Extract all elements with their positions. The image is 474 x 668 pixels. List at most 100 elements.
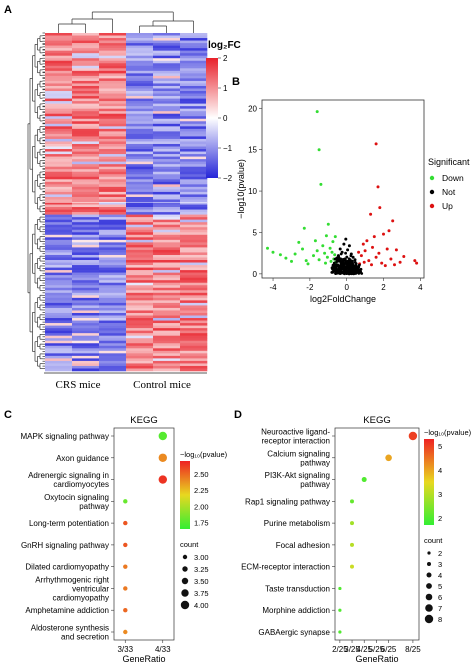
heatmap-cell (45, 320, 73, 324)
panel-c: C KEGG MAPK signaling pathway Axon guidan… (4, 409, 228, 664)
heatmap-cell (153, 70, 181, 74)
heatmap-cell (45, 101, 73, 104)
x-tick-label: 2/25 (332, 645, 348, 654)
heatmap-cell (180, 136, 208, 140)
heatmap-cell (99, 154, 127, 157)
heatmap-cell (72, 55, 100, 59)
size-legend-label: 4 (438, 571, 442, 580)
heatmap-cell (72, 333, 100, 336)
pathway-dot (338, 608, 342, 612)
heatmap-cell (45, 40, 73, 44)
heatmap-cell (153, 161, 181, 165)
heatmap-cell (45, 232, 73, 236)
heatmap-cell (72, 131, 100, 135)
heatmap-cell (45, 237, 73, 241)
heatmap-cell (153, 244, 181, 248)
heatmap-cell (45, 96, 73, 99)
heatmap-cell (72, 75, 100, 79)
heatmap-cell (126, 254, 154, 258)
heatmap-cell (180, 58, 208, 62)
heatmap-cell (72, 247, 100, 251)
heatmap-cell (153, 277, 181, 281)
heatmap-cell (72, 35, 100, 39)
heatmap-cell (45, 267, 73, 271)
heatmap-cell (126, 285, 154, 289)
heatmap-cell (126, 217, 154, 220)
heatmap-cell (153, 33, 181, 36)
volcano-point-not (345, 255, 349, 259)
heatmap-cell (72, 65, 100, 69)
volcano-point-not (339, 272, 342, 275)
heatmap-cell (153, 275, 181, 278)
heatmap-cell (180, 307, 208, 311)
pathway-dot (158, 431, 167, 441)
heatmap-cell (126, 265, 154, 268)
heatmap-cell (180, 219, 208, 223)
heatmap-cell (45, 60, 73, 64)
volcano-point-down (313, 239, 317, 243)
heatmap-cell (180, 113, 208, 117)
heatmap-cell (180, 149, 208, 152)
heatmap-cell (99, 353, 127, 357)
heatmap-cell (45, 287, 73, 291)
heatmap-cell (126, 161, 154, 165)
heatmap-cell (72, 338, 100, 342)
heatmap-cell (72, 121, 100, 125)
heatmap-cell (99, 302, 127, 306)
heatmap-cell (72, 277, 100, 281)
heatmap-cell (72, 169, 100, 173)
heatmap-cell (180, 141, 208, 145)
heatmap-cell (99, 80, 127, 84)
heatmap-cell (99, 204, 127, 208)
heatmap-cell (45, 35, 73, 39)
heatmap-cell (72, 217, 100, 220)
volcano-point-not (348, 272, 352, 275)
pathway-label: Oxytocin signaling pathway (44, 493, 109, 511)
heatmap-cell (180, 121, 208, 125)
pathway-dot (123, 586, 128, 591)
heatmap-cell (180, 232, 208, 236)
heatmap-cell (99, 262, 127, 266)
heatmap-cell (72, 265, 100, 268)
heatmap-cell (72, 292, 100, 296)
color-legend-tick: 4 (438, 466, 442, 475)
heatmap-cell (126, 101, 154, 104)
x-tick-label: 0 (344, 283, 349, 292)
pathway-dot (350, 521, 354, 526)
pathway-label: Adrenergic signaling in cardiomyocytes (28, 471, 109, 489)
heatmap-cell (180, 318, 208, 321)
heatmap-cell (72, 45, 100, 49)
heatmap-cell (180, 33, 208, 36)
heatmap-cell (72, 151, 100, 155)
heatmap-cell (72, 146, 100, 150)
heatmap-cell (180, 96, 208, 99)
pathway-label: Rap1 signaling pathway (245, 497, 330, 506)
volcano-point-down (330, 250, 334, 254)
heatmap-cell (72, 143, 100, 147)
size-legend-label: 8 (438, 615, 442, 624)
heatmap-cell (99, 55, 127, 59)
heatmap-cell (126, 156, 154, 160)
pathway-label: PI3K-Akt signaling pathway (265, 471, 330, 489)
heatmap-cell (180, 88, 208, 92)
heatmap-cell (126, 365, 154, 369)
heatmap-cell (99, 196, 127, 200)
heatmap-cell (72, 156, 100, 160)
volcano-point-up (415, 261, 419, 265)
heatmap-cell (126, 75, 154, 79)
heatmap-cell (72, 91, 100, 94)
heatmap-cell (126, 229, 154, 233)
heatmap-cell (99, 108, 127, 112)
heatmap-cell (45, 75, 73, 79)
heatmap-cell (180, 292, 208, 296)
heatmap-cell (72, 138, 100, 142)
heatmap-cell (153, 365, 181, 369)
heatmap-cell (180, 280, 208, 284)
volcano-point-not (354, 262, 358, 266)
heatmap-cell (45, 43, 73, 46)
heatmap-cell (45, 360, 73, 364)
heatmap-cell (72, 315, 100, 319)
panel-c-letter: C (4, 409, 12, 421)
heatmap-cell (45, 219, 73, 223)
